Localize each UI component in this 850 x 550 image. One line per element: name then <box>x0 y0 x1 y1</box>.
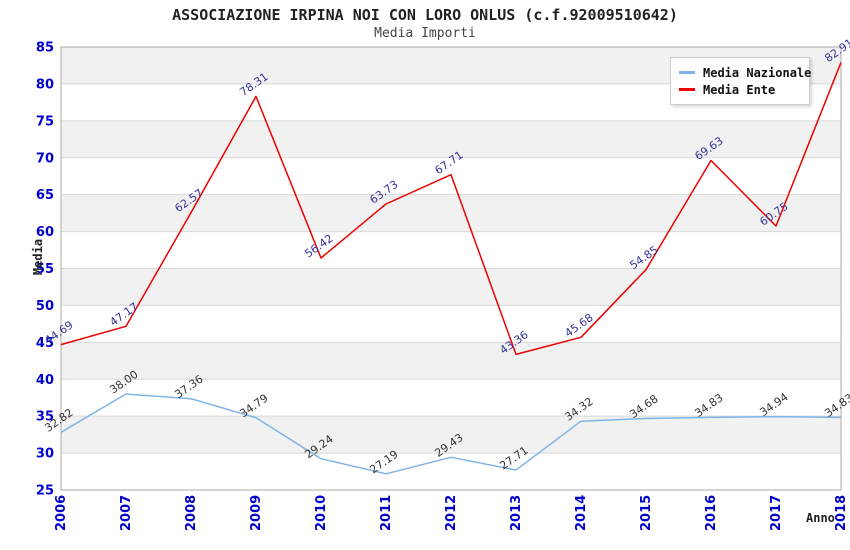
y-tick-label: 70 <box>36 151 54 166</box>
x-tick-label: 2009 <box>249 495 264 531</box>
point-label: 34.83 <box>692 391 725 420</box>
x-tick-label: 2006 <box>54 495 69 531</box>
y-tick-label: 85 <box>36 41 54 56</box>
media-ente-swatch-icon <box>679 88 695 91</box>
point-label: 45.68 <box>562 311 595 340</box>
legend-item-media-ente: Media Ente <box>679 81 801 98</box>
legend-label-media-nazionale: Media Nazionale <box>703 65 812 80</box>
series-line <box>60 62 842 356</box>
x-tick-label: 2013 <box>509 495 524 531</box>
media-nazionale-swatch-icon <box>679 71 695 74</box>
chart-subtitle: Media Importi <box>374 26 476 41</box>
point-label: 56.42 <box>302 232 335 261</box>
legend: Media Nazionale Media Ente <box>670 57 811 105</box>
x-tick-label: 2007 <box>119 495 134 531</box>
legend-item-media-nazionale: Media Nazionale <box>679 64 811 81</box>
x-axis-title: Anno <box>806 511 835 525</box>
y-tick-label: 65 <box>36 188 54 203</box>
x-tick-label: 2010 <box>314 495 329 531</box>
x-tick-label: 2012 <box>444 495 459 531</box>
legend-label-media-ente: Media Ente <box>703 82 776 97</box>
y-tick-label: 55 <box>36 262 54 277</box>
x-tick-label: 2017 <box>769 495 784 531</box>
series-line <box>60 393 842 475</box>
chart-title: ASSOCIAZIONE IRPINA NOI CON LORO ONLUS (… <box>172 6 678 24</box>
plot-band <box>61 416 841 454</box>
point-label: 54.85 <box>627 243 660 272</box>
plot-border <box>60 46 842 491</box>
x-tick-label: 2016 <box>704 495 719 531</box>
y-tick-label: 40 <box>36 373 54 388</box>
y-tick-label: 80 <box>36 77 54 92</box>
plot-band <box>61 120 841 158</box>
x-tick-label: 2018 <box>834 495 849 531</box>
x-tick-label: 2011 <box>379 495 394 531</box>
point-label: 34.83 <box>822 391 850 420</box>
y-tick-label: 60 <box>36 225 54 240</box>
y-tick-label: 35 <box>36 410 54 425</box>
y-axis-title: Media <box>31 238 45 276</box>
y-tick-label: 75 <box>36 114 54 129</box>
y-tick-label: 30 <box>36 447 54 462</box>
x-tick-label: 2008 <box>184 495 199 531</box>
x-tick-label: 2015 <box>639 495 654 531</box>
plot-band <box>61 342 841 380</box>
point-label: 34.94 <box>757 390 790 419</box>
y-tick-label: 25 <box>36 484 54 499</box>
y-tick-label: 50 <box>36 299 54 314</box>
y-tick-label: 45 <box>36 336 54 351</box>
plot-band <box>61 268 841 306</box>
x-tick-label: 2014 <box>574 495 589 531</box>
